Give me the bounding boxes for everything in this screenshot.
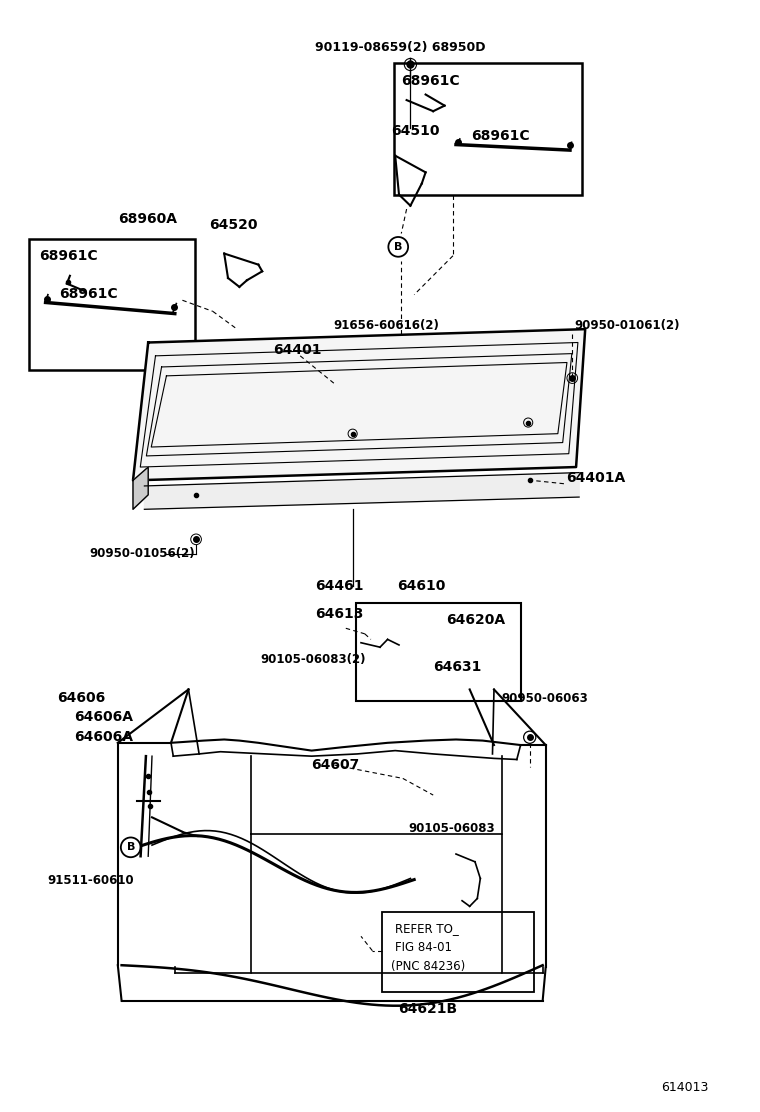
Text: 90950-06063: 90950-06063 — [502, 692, 588, 705]
Text: 64606A: 64606A — [74, 711, 134, 724]
Text: 64606A: 64606A — [74, 731, 134, 744]
Text: 68961C: 68961C — [401, 75, 460, 88]
Text: 64631: 64631 — [433, 661, 482, 674]
Text: B: B — [126, 843, 135, 852]
Text: 614013: 614013 — [661, 1081, 708, 1094]
Text: 68961C: 68961C — [40, 249, 98, 262]
Polygon shape — [133, 329, 585, 480]
Text: 64510: 64510 — [391, 125, 440, 138]
Text: 64620A: 64620A — [446, 614, 505, 627]
Text: 90950-01056(2): 90950-01056(2) — [90, 547, 195, 560]
Text: 64606: 64606 — [57, 692, 105, 705]
Text: 64607: 64607 — [312, 758, 359, 772]
Text: 90105-06083: 90105-06083 — [408, 822, 495, 835]
Circle shape — [388, 237, 408, 257]
Text: 64461: 64461 — [315, 579, 364, 593]
Text: B: B — [394, 242, 403, 251]
Bar — [356, 603, 521, 701]
Circle shape — [121, 837, 141, 857]
Circle shape — [524, 732, 536, 743]
Text: FIG 84-01: FIG 84-01 — [395, 941, 452, 954]
Bar — [382, 912, 534, 992]
Text: 68961C: 68961C — [471, 129, 530, 142]
Text: 68961C: 68961C — [59, 287, 118, 300]
Text: 64621B: 64621B — [398, 1002, 458, 1015]
Polygon shape — [144, 473, 579, 509]
Text: 64520: 64520 — [209, 218, 258, 231]
Text: 90950-01061(2): 90950-01061(2) — [575, 319, 680, 332]
Text: 68960A: 68960A — [118, 212, 177, 226]
Polygon shape — [133, 467, 148, 509]
Text: 64401: 64401 — [274, 344, 322, 357]
Text: 64610: 64610 — [397, 579, 445, 593]
Bar — [29, 239, 195, 370]
Text: 64613: 64613 — [315, 607, 364, 620]
Text: 90119-08659(2) 68950D: 90119-08659(2) 68950D — [315, 41, 486, 54]
Text: 64401A: 64401A — [566, 471, 625, 485]
Text: 91511-60610: 91511-60610 — [47, 874, 134, 887]
Text: 90105-06083(2): 90105-06083(2) — [260, 653, 366, 666]
Bar — [394, 63, 582, 195]
Text: REFER TO_: REFER TO_ — [395, 922, 459, 935]
Text: (PNC 84236): (PNC 84236) — [391, 960, 466, 973]
Text: 91656-60616(2): 91656-60616(2) — [333, 319, 439, 332]
